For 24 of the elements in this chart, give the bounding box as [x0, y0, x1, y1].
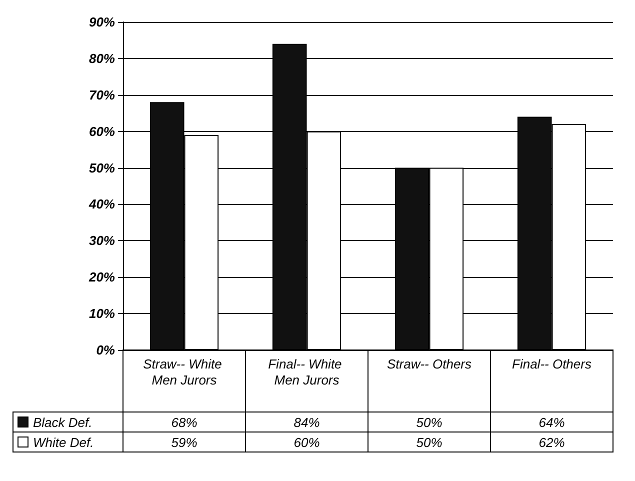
text: 68% [171, 415, 198, 430]
y-tick-label: 80% [88, 50, 116, 66]
y-tick-label: 50% [88, 160, 116, 176]
x-tick-label: Final-- White Men Jurors [268, 356, 346, 388]
y-tick-label: 10% [88, 306, 116, 322]
y-tick-label: 70% [88, 87, 116, 102]
x-tick-label: Final-- Others [512, 356, 592, 372]
text: 84% [294, 415, 320, 430]
x-tick-label: Straw-- Others [386, 356, 472, 372]
text: 50% [416, 415, 442, 430]
y-tick-label: 0% [96, 342, 116, 358]
y-tick-label: 60% [88, 124, 116, 139]
y-tick-label: 20% [88, 270, 116, 285]
legend-label: White Def. [33, 435, 94, 450]
legend-label: Black Def. [33, 415, 92, 430]
y-tick-label: 40% [88, 196, 116, 212]
text: 64% [538, 415, 565, 430]
text: 60% [294, 435, 320, 450]
y-tick-label: 90% [88, 14, 116, 30]
text: 62% [538, 435, 565, 450]
text: 50% [416, 435, 442, 450]
y-tick-label: 30% [88, 233, 116, 248]
x-tick-label: Straw-- White Men Jurors [143, 356, 226, 388]
text: 59% [171, 435, 198, 450]
